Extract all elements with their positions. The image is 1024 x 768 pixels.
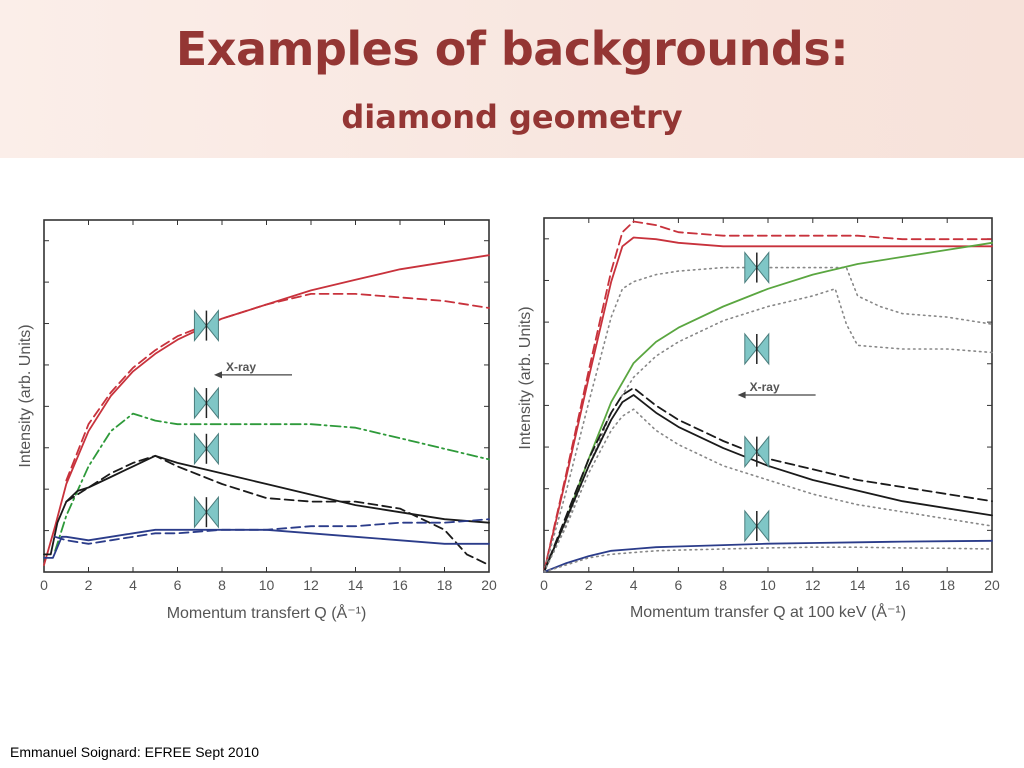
x-tick-label: 4 [129,577,137,593]
title-banner [0,0,1024,158]
diamond-cell-icon [193,495,219,529]
x-axis-label: Momentum transfer Q at 100 keV (Å⁻¹) [630,602,906,621]
slide-subtitle: diamond geometry [341,98,683,136]
x-tick-label: 16 [392,577,408,593]
x-tick-label: 4 [630,577,638,593]
x-tick-label: 10 [760,577,776,593]
chart-2: 0 2 4 6 8 10 12 14 16 18 20 Momentum transfer Q at … [517,217,1000,621]
x-tick-label: 20 [984,577,1000,593]
x-tick-label: 14 [850,577,866,593]
series-line-blue-solid [43,528,490,559]
x-tick-label: 10 [259,577,275,593]
x-tick-label: 18 [939,577,955,593]
xray-annotation-label: X-ray [226,360,256,374]
x-tick-label: 18 [437,577,453,593]
plot-frame [43,219,490,573]
x-tick-label: 6 [675,577,683,593]
x-tick-label: 6 [174,577,182,593]
diamond-cell-icon [744,332,770,366]
x-tick-label: 20 [481,577,497,593]
xray-arrow-head [737,391,746,399]
x-axis-label: Momentum transfert Q (Å⁻¹) [167,603,367,622]
x-tick-label: 8 [218,577,226,593]
y-axis-label: Intensity (arb. Units) [517,306,534,449]
series-line-gray-dotted [543,287,993,573]
series-line-blue-solid [543,539,993,573]
series-line-green-dashdot [54,412,490,552]
slide-title: Examples of backgrounds: [175,22,849,76]
diamond-cell-icon [193,309,219,343]
series-line-black-dashed [543,386,993,573]
series-line-red-dashed [65,292,490,482]
x-tick-label: 0 [540,577,548,593]
series-line-black-solid [543,394,993,573]
xray-annotation-label: X-ray [750,380,780,394]
diamond-cell-icon [744,435,770,469]
series-line-gray-dotted [543,546,993,573]
series-line-blue-dashed [54,518,490,545]
x-tick-label: 8 [719,577,727,593]
x-tick-label: 2 [585,577,593,593]
y-axis-label: Intensity (arb. Units) [17,324,34,467]
series-line-black-dashed [65,454,490,566]
diamond-cell-icon [193,432,219,466]
x-tick-label: 16 [895,577,911,593]
diamond-cell-icon [744,251,770,284]
x-tick-label: 12 [303,577,319,593]
xray-arrow-head [214,371,222,379]
x-tick-label: 12 [805,577,821,593]
chart-1: 0 2 4 6 8 10 12 14 16 18 20 Momentum transfert Q (Å… [17,219,497,622]
series-line-gray-dotted [543,266,993,573]
series-line-red-solid [43,254,490,566]
diamond-cell-icon [744,509,770,543]
diamond-cell-icon [193,386,219,420]
x-tick-label: 0 [40,577,48,593]
footer-credit: Emmanuel Soignard: EFREE Sept 2010 [10,744,260,760]
series-line-red-solid [543,236,993,573]
x-tick-label: 2 [85,577,93,593]
x-tick-label: 14 [348,577,364,593]
series-line-red-dashed [543,220,993,573]
